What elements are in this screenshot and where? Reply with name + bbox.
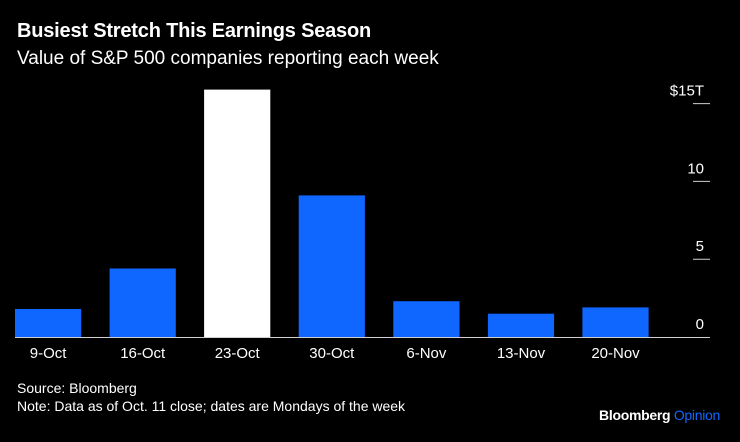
bar-6-nov [393,301,460,337]
data-note: Note: Data as of Oct. 11 close; dates ar… [17,398,406,414]
bar-23-oct [204,89,271,337]
y-tick-label: 10 [687,160,704,177]
x-tick-label: 23-Oct [215,345,261,362]
bars-group [15,89,649,337]
x-axis-labels: 9-Oct 16-Oct 23-Oct 30-Oct 6-Nov 13-Nov 20-Nov [30,345,640,362]
x-tick-label: 16-Oct [120,345,166,362]
x-tick-label: 30-Oct [309,345,355,362]
bar-16-oct [109,268,176,337]
x-tick-label: 13-Nov [497,345,546,362]
bar-30-oct [298,195,365,337]
brand-section: Opinion [673,407,720,423]
x-tick-label: 20-Nov [591,345,640,362]
x-tick-label: 9-Oct [30,345,68,362]
bloomberg-opinion-logo: Bloomberg Opinion [599,407,720,423]
source-note: Source: Bloomberg [17,380,137,396]
y-axis-ticks: 0 5 10 $15T [670,83,710,333]
bar-13-nov [487,313,555,337]
bar-9-oct [15,309,82,337]
y-tick-label: $15T [670,83,704,100]
y-tick-label: 5 [696,238,704,255]
y-tick-label: 0 [696,316,704,333]
x-tick-label: 6-Nov [406,345,447,362]
chart-subtitle: Value of S&P 500 companies reporting eac… [17,48,439,69]
chart-title: Busiest Stretch This Earnings Season [17,20,372,42]
brand-name: Bloomberg [599,407,671,423]
bar-20-nov [582,307,649,337]
